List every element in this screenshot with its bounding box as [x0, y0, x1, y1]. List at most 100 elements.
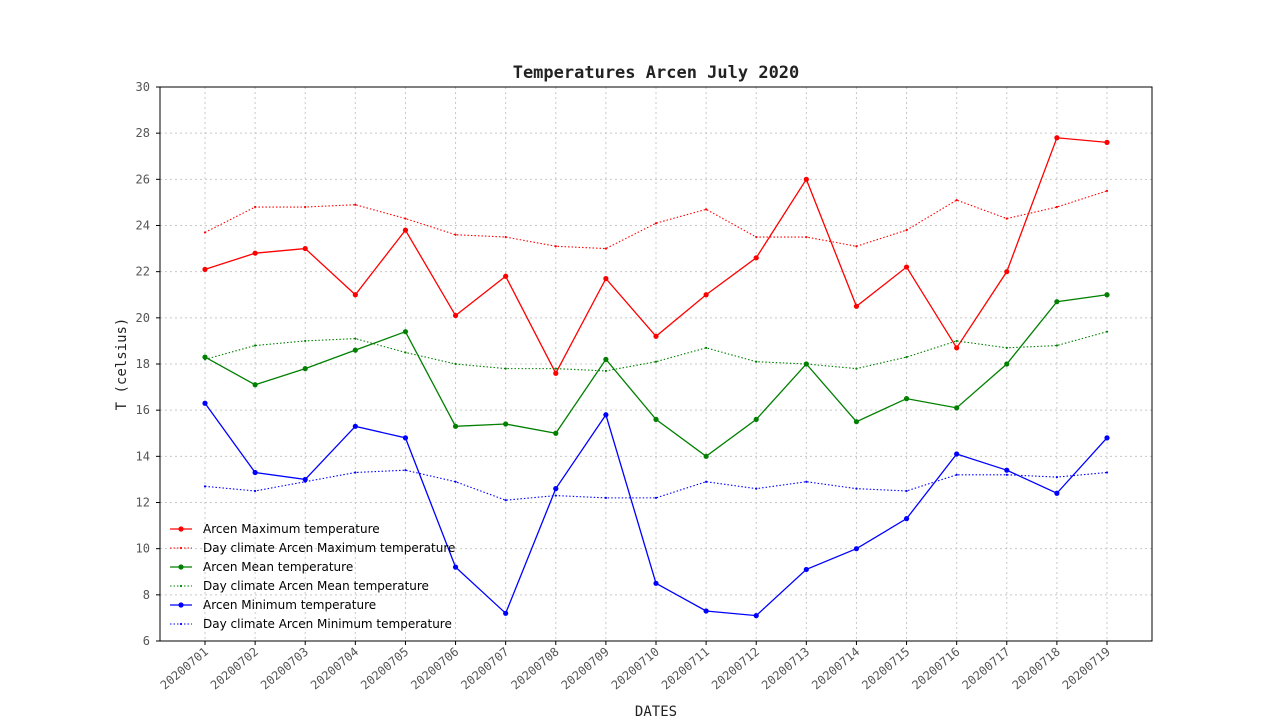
- data-point: [853, 303, 860, 309]
- y-tick-label: 26: [136, 172, 150, 186]
- data-point: [1105, 330, 1109, 333]
- data-point: [402, 227, 409, 233]
- x-tick-label: 20200709: [559, 645, 612, 693]
- x-tick-label: 20200713: [759, 645, 812, 693]
- data-point: [755, 235, 758, 239]
- y-axis-label: T (celsius): [114, 318, 130, 411]
- x-axis-ticks: 2020070120200702202007032020070420200705…: [158, 641, 1113, 692]
- y-tick-label: 18: [136, 357, 150, 371]
- legend: Arcen Maximum temperature Day climate Arc…: [170, 522, 455, 631]
- data-point: [404, 217, 407, 220]
- x-tick-label: 20200707: [458, 645, 511, 693]
- data-point: [705, 480, 708, 483]
- data-point: [905, 355, 908, 359]
- data-point: [1104, 139, 1110, 145]
- data-point: [705, 346, 708, 349]
- data-point: [1004, 361, 1010, 367]
- series-6: [203, 469, 1109, 502]
- x-tick-label: 20200711: [659, 645, 712, 693]
- legend-marker: [179, 622, 183, 626]
- data-point: [1004, 269, 1010, 275]
- data-point: [404, 469, 407, 472]
- data-point: [254, 489, 257, 493]
- data-point: [755, 487, 758, 490]
- legend-label: Day climate Arcen Mean temperature: [203, 579, 429, 593]
- x-tick-label: 20200719: [1060, 645, 1113, 693]
- data-point: [703, 292, 709, 298]
- data-point: [803, 176, 809, 182]
- data-point: [805, 235, 808, 239]
- data-point: [954, 405, 960, 411]
- x-tick-label: 20200718: [1010, 645, 1063, 693]
- legend-marker: [178, 526, 184, 532]
- data-point: [354, 337, 357, 340]
- data-point: [352, 347, 358, 353]
- x-tick-label: 20200715: [859, 645, 912, 693]
- data-point: [504, 235, 507, 239]
- data-point: [504, 499, 507, 502]
- data-point: [753, 613, 759, 619]
- data-point: [304, 339, 307, 343]
- data-point: [1105, 189, 1109, 192]
- data-point: [653, 333, 659, 339]
- y-tick-label: 8: [143, 588, 150, 602]
- data-point: [753, 255, 759, 261]
- data-point: [1104, 435, 1110, 441]
- legend-marker: [179, 584, 183, 588]
- data-point: [302, 476, 308, 483]
- data-point: [604, 247, 607, 250]
- data-point: [404, 351, 407, 354]
- data-point: [1055, 476, 1058, 479]
- data-point: [855, 487, 858, 490]
- data-point: [805, 480, 808, 483]
- data-point: [903, 516, 910, 522]
- data-point: [905, 229, 908, 232]
- data-point: [1054, 299, 1060, 305]
- y-tick-label: 24: [136, 219, 150, 233]
- y-tick-label: 28: [136, 126, 150, 140]
- legend-label: Arcen Maximum temperature: [203, 522, 380, 536]
- data-point: [252, 250, 258, 256]
- data-point: [1055, 344, 1058, 347]
- chart-title: Temperatures Arcen July 2020: [513, 63, 800, 83]
- data-point: [553, 430, 559, 436]
- data-point: [202, 266, 208, 272]
- series-4: [203, 330, 1109, 373]
- data-point: [554, 245, 557, 248]
- x-axis-label: DATES: [635, 704, 677, 720]
- data-point: [1005, 346, 1008, 349]
- data-point: [803, 566, 809, 573]
- data-point: [202, 400, 208, 406]
- legend-marker: [178, 602, 184, 608]
- x-tick-label: 20200701: [158, 645, 211, 693]
- data-point: [302, 366, 308, 372]
- y-tick-label: 6: [143, 634, 150, 648]
- series-2: [203, 189, 1109, 250]
- y-axis-ticks: 6 8 10 12 14 16 18 20 22 24 26 28 30: [136, 80, 160, 648]
- data-point: [654, 360, 658, 363]
- legend-label: Arcen Mean temperature: [203, 560, 353, 574]
- x-tick-label: 20200708: [508, 645, 561, 693]
- data-point: [252, 469, 258, 476]
- data-point: [553, 486, 559, 492]
- legend-marker: [179, 546, 183, 550]
- y-tick-label: 10: [136, 542, 150, 556]
- data-point: [853, 419, 860, 425]
- y-tick-label: 30: [136, 80, 150, 94]
- data-point: [452, 312, 459, 319]
- data-point: [503, 273, 509, 279]
- data-point: [452, 564, 459, 570]
- data-point: [955, 339, 958, 343]
- data-point: [1004, 467, 1010, 473]
- data-point: [603, 275, 609, 282]
- legend-label: Day climate Arcen Maximum temperature: [203, 541, 455, 555]
- x-tick-label: 20200704: [308, 645, 361, 693]
- legend-label: Day climate Arcen Minimum temperature: [203, 617, 452, 631]
- y-tick-label: 16: [136, 403, 150, 417]
- data-point: [903, 396, 910, 402]
- legend-marker: [178, 564, 184, 570]
- legend-item: Arcen Minimum temperature: [170, 598, 376, 612]
- y-tick-label: 20: [136, 311, 150, 325]
- data-point: [703, 453, 709, 459]
